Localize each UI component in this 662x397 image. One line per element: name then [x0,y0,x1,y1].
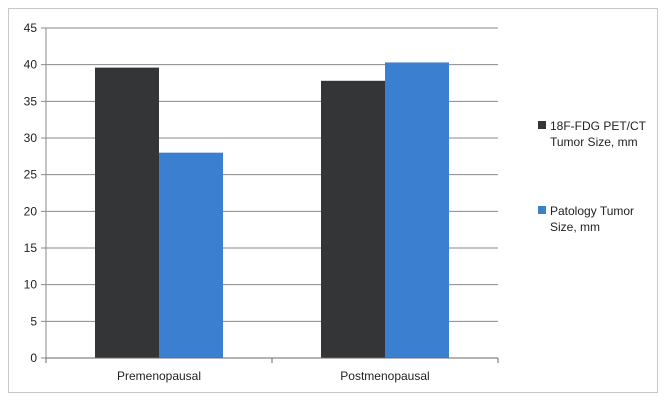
y-tick-label: 5 [30,314,37,328]
bar-pet-ct-postmenopausal [321,80,385,359]
y-tick-label: 30 [24,131,38,145]
legend-label: Tumor Size, mm [550,135,638,149]
legend-label: 18F-FDG PET/CT [550,119,647,133]
y-tick-label: 15 [24,241,38,255]
y-tick-label: 35 [24,94,38,108]
x-category-label: Postmenopausal [340,369,429,383]
bar-pathology-premenopausal [159,152,223,358]
legend-swatch [538,206,546,214]
legend-swatch [538,121,546,129]
y-tick-label: 45 [24,21,38,35]
bar-pet-ct-premenopausal [95,67,159,358]
y-tick-label: 25 [24,168,38,182]
x-category-label: Premenopausal [117,369,201,383]
bar-pathology-postmenopausal [385,62,449,358]
legend-label: Size, mm [550,220,600,234]
legend-label: Patology Tumor [550,204,634,218]
y-axis: 0 5 10 15 20 25 30 35 40 45 [24,21,47,365]
bars [95,62,449,359]
y-tick-label: 20 [24,204,38,218]
x-axis: Premenopausal Postmenopausal [45,357,499,383]
y-tick-label: 40 [24,58,38,72]
legend: 18F-FDG PET/CT Tumor Size, mm Patology Tum… [538,119,647,234]
y-tick-label: 0 [30,351,37,365]
y-tick-label: 10 [24,278,38,292]
